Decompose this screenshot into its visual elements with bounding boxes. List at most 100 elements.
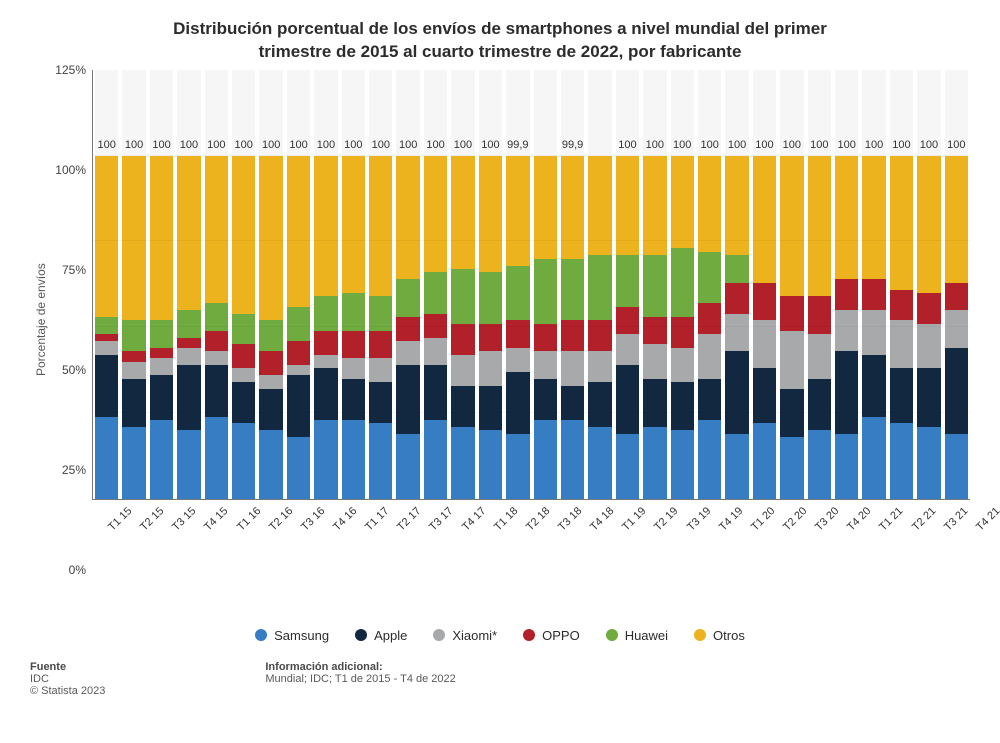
segment-huawei [479,272,502,323]
x-label: T2 15 [138,505,166,533]
segment-oppo [287,341,310,365]
bar-column: 100 [95,70,118,499]
segment-samsung [671,430,694,499]
x-label: T1 19 [620,505,648,533]
bar-column: 100 [808,70,831,499]
x-label: T2 18 [524,505,552,533]
segment-xiaomi [369,358,392,382]
segment-huawei [150,320,173,347]
segment-apple [232,382,255,423]
segment-apple [451,386,474,427]
segment-oppo [753,283,776,321]
segment-otros [945,156,968,283]
segment-apple [945,348,968,434]
legend: SamsungAppleXiaomi*OPPOHuaweiOtros [30,628,970,643]
segment-oppo [917,293,940,324]
segment-xiaomi [424,338,447,365]
segment-samsung [177,430,200,499]
segment-apple [177,365,200,430]
segment-samsung [232,423,255,499]
segment-apple [753,368,776,423]
legend-item-apple: Apple [355,628,407,643]
segment-apple [671,382,694,430]
x-label: T4 21 [974,505,1000,533]
segment-oppo [506,320,529,347]
segment-samsung [835,434,858,499]
segment-xiaomi [671,348,694,382]
segment-otros [424,156,447,273]
segment-otros [259,156,282,321]
x-label: T3 19 [685,505,713,533]
segment-oppo [890,290,913,321]
segment-oppo [698,303,721,334]
segment-samsung [396,434,419,499]
segment-huawei [424,272,447,313]
x-label: T1 16 [235,505,263,533]
segment-xiaomi [506,348,529,372]
segment-xiaomi [396,341,419,365]
segment-samsung [451,427,474,499]
segment-xiaomi [945,310,968,348]
title-line-1: Distribución porcentual de los envíos de… [173,19,827,38]
bar-column [588,70,611,499]
legend-label: Huawei [625,628,668,643]
segment-otros [122,156,145,321]
segment-otros [698,156,721,252]
segment-otros [534,156,557,259]
segment-samsung [753,423,776,499]
bar-column: 100 [232,70,255,499]
bar-column: 100 [287,70,310,499]
x-label: T4 20 [845,505,873,533]
x-label: T4 18 [588,505,616,533]
x-label: T3 21 [942,505,970,533]
copyright: © Statista 2023 [30,685,105,697]
segment-xiaomi [808,334,831,379]
bar-column: 100 [150,70,173,499]
segment-xiaomi [588,351,611,382]
y-axis-label: Porcentaje de envíos [30,70,48,570]
legend-dot [355,629,367,641]
segment-otros [342,156,365,293]
segment-samsung [588,427,611,499]
bar-column: 100 [945,70,968,499]
segment-apple [479,386,502,431]
segment-xiaomi [698,334,721,379]
segment-otros [150,156,173,321]
segment-apple [808,379,831,430]
segment-apple [643,379,666,427]
bar-column: 100 [479,70,502,499]
legend-label: Apple [374,628,407,643]
segment-apple [396,365,419,434]
segment-otros [917,156,940,293]
segment-samsung [95,417,118,499]
segment-oppo [808,296,831,334]
segment-otros [287,156,310,307]
bar-column: 100 [424,70,447,499]
segment-oppo [150,348,173,358]
x-label: T3 16 [299,505,327,533]
chart-area: Porcentaje de envíos 0%25%50%75%100%125%… [30,70,970,570]
segment-apple [122,379,145,427]
additional-label: Información adicional: [265,661,455,673]
segment-oppo [369,331,392,358]
y-tick: 25% [62,463,86,477]
segment-apple [835,351,858,433]
segment-apple [917,368,940,426]
segment-huawei [122,320,145,351]
segment-oppo [314,331,337,355]
segment-samsung [917,427,940,499]
y-tick: 75% [62,263,86,277]
segment-apple [561,386,584,420]
segment-otros [862,156,885,280]
segment-apple [698,379,721,420]
segment-xiaomi [561,351,584,385]
bar-column: 100 [396,70,419,499]
segment-otros [753,156,776,283]
bar-column: 100 [917,70,940,499]
segment-huawei [259,320,282,351]
segment-xiaomi [479,351,502,385]
segment-otros [177,156,200,310]
segment-huawei [342,293,365,331]
segment-samsung [150,420,173,499]
legend-dot [694,629,706,641]
